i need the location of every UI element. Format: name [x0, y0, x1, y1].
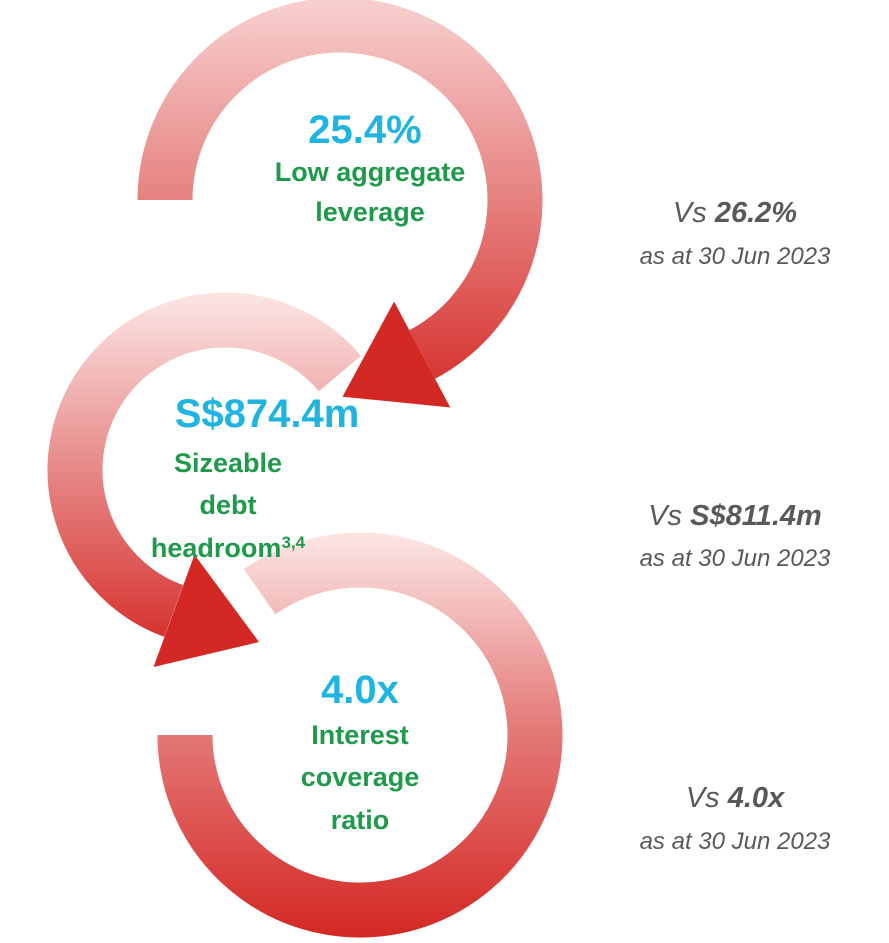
- comparison-prefix: Vs: [648, 500, 682, 532]
- comparison: Vs 4.0x: [686, 782, 786, 814]
- ring-arrow: [137, 0, 543, 379]
- comparison-note: as at 30 Jun 2023: [640, 828, 831, 855]
- comparison: Vs S$811.4m: [648, 500, 822, 532]
- arrow-head: [342, 301, 451, 408]
- comparison: Vs 26.2%: [673, 197, 797, 229]
- comparison-value: 26.2%: [714, 197, 797, 229]
- metric-label: Sizeable: [174, 448, 282, 478]
- arrow-head: [153, 554, 259, 667]
- metric-label: leverage: [315, 197, 425, 227]
- superscript: 3,4: [281, 533, 305, 552]
- comparison-value: S$811.4m: [690, 500, 822, 532]
- ring-arrow: [47, 292, 361, 637]
- label-text: headroom: [151, 533, 282, 563]
- metric-value: 4.0x: [321, 668, 399, 712]
- comparison-note: as at 30 Jun 2023: [640, 545, 831, 572]
- ring-arrow: [157, 532, 563, 938]
- metric-label: Interest: [311, 720, 409, 750]
- metric-label: coverage: [301, 762, 420, 792]
- comparison-note: as at 30 Jun 2023: [640, 243, 831, 270]
- metric-label: Low aggregate: [275, 157, 466, 187]
- metric-label: ratio: [331, 805, 390, 835]
- metric-label: headroom3,4: [151, 533, 306, 563]
- metric-value: S$874.4m: [175, 392, 360, 436]
- metric-value: 25.4%: [308, 108, 421, 152]
- comparison-value: 4.0x: [727, 782, 786, 814]
- comparison-prefix: Vs: [686, 782, 720, 814]
- metric-label: debt: [200, 490, 257, 520]
- comparison-prefix: Vs: [673, 197, 707, 229]
